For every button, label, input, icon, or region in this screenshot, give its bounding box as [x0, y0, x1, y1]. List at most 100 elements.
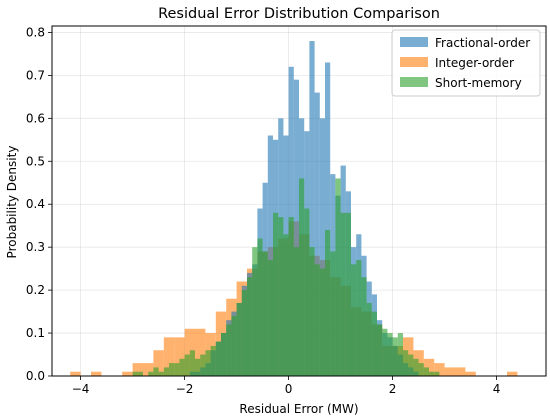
bar-2-7 [169, 363, 175, 376]
bar-2-43 [356, 260, 362, 376]
bar-2-34 [309, 247, 315, 376]
bar-2-52 [403, 350, 409, 376]
bar-2-4 [153, 367, 159, 376]
series-short-memory [132, 178, 440, 376]
bar-2-55 [418, 363, 424, 376]
bar-2-44 [361, 277, 367, 376]
bar-2-23 [252, 247, 258, 376]
bar-1-26 [319, 118, 325, 376]
bar-2-8 [174, 363, 180, 376]
bar-0-5 [122, 371, 133, 376]
bar-2-46 [371, 311, 377, 376]
bar-2-38 [330, 251, 336, 376]
bar-0-36 [444, 367, 455, 376]
x-tick-label-1: −2 [176, 382, 194, 396]
histogram-bars [70, 41, 518, 377]
bar-2-10 [184, 354, 190, 376]
bar-2-32 [299, 178, 305, 376]
bar-0-0 [70, 371, 81, 376]
bar-2-6 [163, 367, 169, 376]
x-axis-ticks: −4 −2 0 2 4 [72, 376, 501, 396]
bar-1-25 [314, 92, 320, 376]
bar-2-33 [304, 208, 310, 376]
bar-0-37 [455, 367, 466, 376]
y-tick-label-3: 0.3 [26, 240, 45, 254]
bar-0-8 [153, 350, 164, 376]
y-tick-label-8: 0.8 [26, 25, 45, 39]
legend-swatch-2 [400, 77, 428, 87]
y-tick-label-4: 0.4 [26, 197, 45, 211]
y-tick-label-0: 0.0 [26, 369, 45, 383]
bar-2-54 [413, 358, 419, 376]
bar-2-25 [262, 251, 268, 376]
bar-2-49 [387, 333, 393, 376]
legend-label-0: Fractional-order [435, 36, 530, 50]
bar-0-2 [91, 371, 102, 376]
x-tick-label-3: 2 [389, 382, 397, 396]
bar-2-56 [423, 367, 429, 376]
bar-0-12 [195, 328, 206, 376]
bar-1-27 [325, 62, 331, 377]
y-tick-label-7: 0.7 [26, 68, 45, 82]
y-axis-label: Probability Density [5, 146, 19, 259]
bar-2-27 [273, 212, 279, 376]
x-tick-label-0: −4 [72, 382, 90, 396]
bar-1-21 [293, 79, 299, 377]
bar-2-5 [158, 371, 164, 376]
bar-2-17 [221, 333, 227, 376]
x-tick-label-2: 0 [285, 382, 293, 396]
bar-0-42 [507, 371, 518, 376]
bar-0-35 [434, 363, 445, 376]
legend: Fractional-order Integer-order Short-memor… [391, 29, 541, 97]
bar-2-24 [257, 238, 263, 376]
bar-2-42 [351, 264, 357, 376]
legend-swatch-1 [400, 57, 428, 67]
bar-1-16 [267, 135, 273, 376]
bar-2-11 [189, 350, 195, 376]
bar-2-51 [397, 333, 403, 376]
bar-2-3 [148, 371, 154, 376]
bar-2-57 [429, 371, 435, 376]
bar-0-10 [174, 337, 185, 376]
bar-2-26 [267, 260, 273, 376]
bar-2-36 [319, 268, 325, 376]
legend-swatch-0 [400, 37, 428, 47]
bar-0-7 [143, 363, 154, 376]
bar-2-45 [366, 302, 372, 376]
bar-2-47 [377, 324, 383, 376]
bar-1-24 [309, 41, 315, 377]
bar-2-41 [345, 212, 351, 376]
bar-2-9 [179, 358, 185, 376]
legend-label-1: Integer-order [435, 56, 514, 70]
bar-2-53 [408, 354, 414, 376]
bar-2-37 [325, 229, 331, 376]
bar-2-14 [205, 350, 211, 376]
bar-2-1 [137, 371, 143, 376]
bar-2-21 [241, 290, 247, 376]
x-axis-label: Residual Error (MW) [239, 402, 358, 416]
bar-2-31 [293, 247, 299, 376]
x-tick-label-4: 4 [493, 382, 501, 396]
bar-0-38 [465, 371, 476, 376]
bar-2-39 [335, 178, 341, 376]
plot-frame [51, 25, 547, 377]
y-tick-label-5: 0.5 [26, 154, 45, 168]
bar-2-15 [210, 345, 216, 376]
y-tick-label-1: 0.1 [26, 326, 45, 340]
bar-2-12 [195, 358, 201, 376]
y-axis-ticks: 0.0 0.1 0.2 0.3 0.4 0.5 0.6 0.7 0.8 [26, 25, 52, 383]
legend-box [391, 29, 541, 97]
bar-2-22 [247, 277, 253, 376]
bar-2-16 [215, 341, 221, 376]
bar-0-9 [163, 337, 175, 376]
bar-2-20 [236, 302, 242, 376]
y-tick-label-6: 0.6 [26, 111, 45, 125]
legend-label-2: Short-memory [435, 76, 522, 90]
bar-2-0 [132, 371, 138, 376]
bar-2-30 [288, 217, 294, 376]
bar-2-40 [340, 212, 346, 376]
bar-2-50 [392, 337, 398, 376]
bar-2-58 [434, 371, 440, 376]
bar-2-29 [283, 234, 289, 376]
